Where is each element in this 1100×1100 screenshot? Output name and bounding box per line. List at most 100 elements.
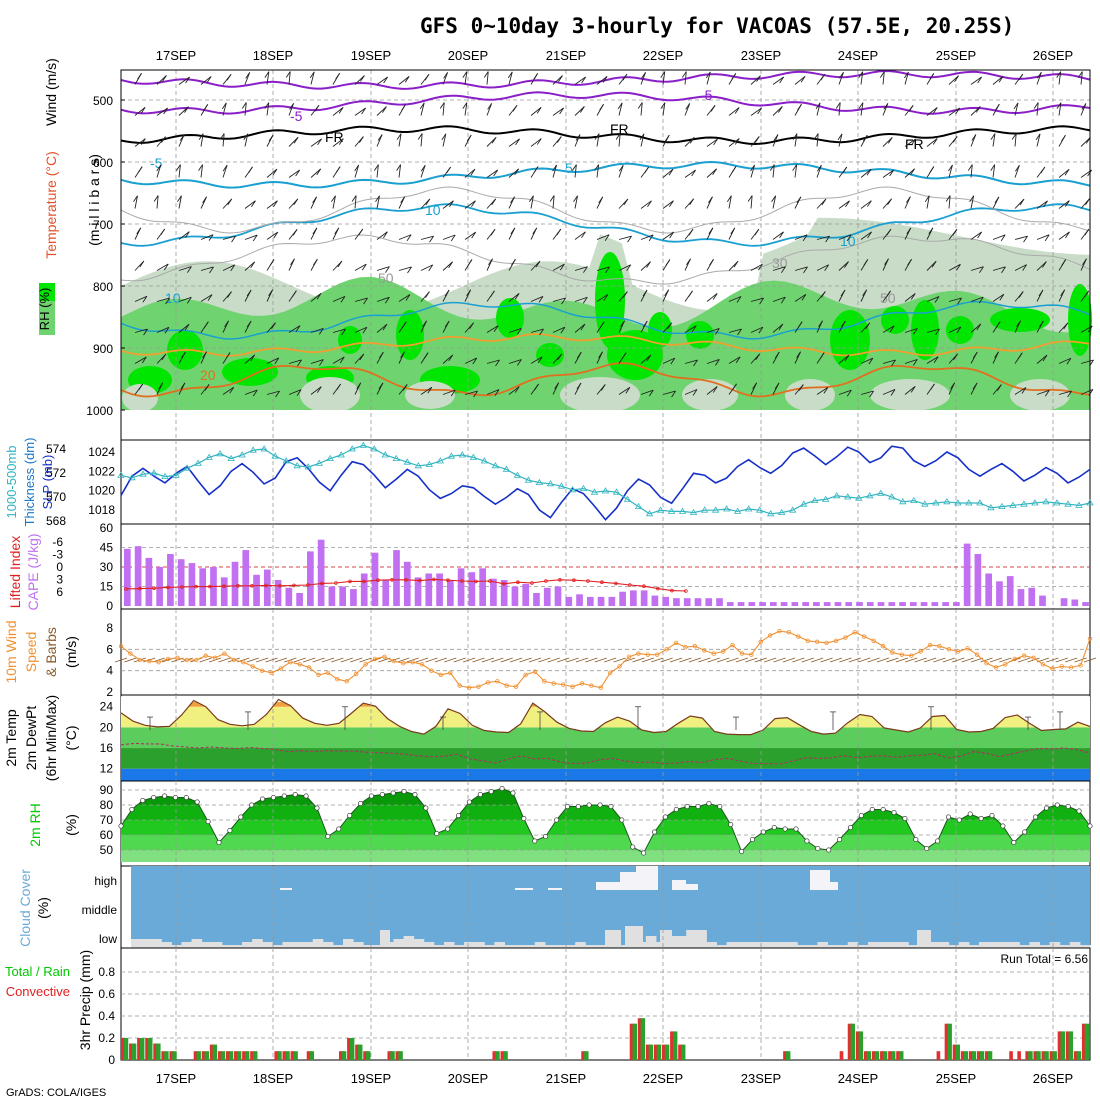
- thickness-marker: [150, 469, 158, 476]
- wind-barb-flag: [865, 322, 871, 330]
- wind10-barb: [604, 657, 617, 663]
- precip-total-bar: [164, 1051, 169, 1060]
- wind10-barb: [641, 657, 654, 663]
- wind-barb-flag: [1082, 258, 1087, 265]
- wind-barb-flag: [573, 195, 578, 202]
- wind-barb-flag: [554, 382, 560, 390]
- wind10-marker: [532, 669, 538, 674]
- wind-barb-flag: [536, 107, 542, 114]
- wind-barb-flag: [243, 133, 249, 141]
- wind-barb-flag: [967, 164, 973, 171]
- cloud-low-bar: [211, 942, 223, 948]
- wind-barb: [728, 138, 740, 147]
- date-label-bottom: 17SEP: [156, 1071, 196, 1086]
- rh2m-marker: [499, 785, 505, 792]
- wind-barb: [860, 390, 874, 395]
- wind-barb: [728, 107, 740, 116]
- wind-barb: [750, 164, 755, 178]
- thickness-marker: [425, 460, 434, 468]
- wind-barb-flag: [295, 325, 301, 332]
- wind-barb-flag: [948, 164, 953, 172]
- wind-barb-flag: [1022, 264, 1027, 271]
- wind-barb: [134, 106, 146, 116]
- wind10-marker: [871, 638, 876, 643]
- wind-barb-flag: [248, 166, 253, 174]
- wind-barb: [728, 356, 741, 364]
- wind10-marker: [476, 684, 481, 689]
- wind-barb-flag: [1038, 320, 1044, 328]
- wind10-marker: [974, 652, 980, 657]
- wind-barb: [464, 231, 476, 240]
- wind10-line: [120, 630, 1091, 689]
- wind-barb-flag: [448, 261, 453, 269]
- wind-barb-flag: [419, 102, 425, 110]
- thickness-marker: [689, 508, 698, 515]
- cape-bar: [1071, 599, 1079, 606]
- wind-barb-flag: [660, 71, 666, 78]
- wind-barb: [1036, 389, 1050, 395]
- wind-barb: [552, 75, 563, 85]
- wind-barb: [266, 200, 278, 209]
- wind-barb: [596, 75, 608, 85]
- cloud-low-bar: [716, 945, 728, 948]
- wind10-marker: [758, 639, 763, 645]
- cape-bar: [339, 586, 347, 606]
- wind-barb-flag: [428, 264, 434, 272]
- wind10-marker: [730, 642, 735, 648]
- wind10-marker: [702, 648, 707, 653]
- precip-total-bar: [253, 1051, 258, 1060]
- wind-barb-flag: [184, 106, 189, 113]
- rh2m-marker: [826, 847, 832, 853]
- wind-barb: [728, 195, 732, 209]
- wind-barb-flag: [668, 168, 674, 176]
- cloud-low-bar: [948, 945, 960, 948]
- li-marker: [558, 577, 562, 582]
- wind10-barb: [575, 657, 589, 663]
- wind-barb-flag: [756, 75, 761, 82]
- cloud-cover-label: Cloud Cover: [17, 869, 33, 947]
- wind-barb: [948, 195, 951, 209]
- precip-total-bar: [156, 1043, 161, 1060]
- li-marker: [474, 579, 478, 584]
- li-marker: [222, 584, 226, 588]
- wind-barb: [1036, 354, 1048, 364]
- wind-barb: [156, 195, 159, 209]
- li-marker: [544, 579, 548, 583]
- li-marker: [334, 581, 338, 585]
- cloud-low-bar: [917, 930, 931, 948]
- cloud-high-bar: [620, 872, 636, 890]
- cloud-low-bar: [282, 942, 294, 948]
- wind-barb-flag: [316, 386, 322, 393]
- wind10-marker: [429, 668, 434, 673]
- wind-barb: [332, 107, 344, 116]
- wind-barb: [266, 102, 270, 116]
- cloud-unit-label: (%): [35, 897, 51, 919]
- cape-bar: [953, 602, 960, 606]
- wind-barb: [1058, 231, 1070, 240]
- wind-barb-flag: [406, 234, 412, 241]
- wind10-barb: [425, 657, 438, 663]
- wind10-marker: [353, 671, 359, 677]
- wind10-barb: [387, 657, 400, 663]
- wind-barb-flag: [246, 289, 252, 297]
- cape-bar: [673, 598, 680, 606]
- wind10-label-d: (m/s): [63, 636, 79, 668]
- pressure-tick: 1000: [86, 404, 113, 418]
- dewpt-label: 2m DewPt: [23, 706, 39, 771]
- thickness-marker: [436, 457, 445, 464]
- cloud-low-bar: [494, 942, 506, 948]
- precip-tick: 0.2: [98, 1031, 115, 1045]
- wind-barb-flag: [726, 195, 732, 202]
- wind-barb: [772, 164, 775, 178]
- wind10-marker: [448, 670, 453, 675]
- wind-barb: [398, 294, 411, 302]
- wind-barb-flag: [759, 297, 764, 305]
- wind-barb-flag: [995, 321, 1001, 328]
- rh-legend-swatch: [39, 283, 55, 301]
- precip-convective-bar: [871, 1051, 877, 1060]
- wind-barb: [618, 386, 631, 395]
- thickness-marker: [315, 459, 323, 466]
- wind-barb-flag: [231, 235, 236, 243]
- thickness-marker: [799, 500, 808, 507]
- wind-barb: [574, 195, 578, 209]
